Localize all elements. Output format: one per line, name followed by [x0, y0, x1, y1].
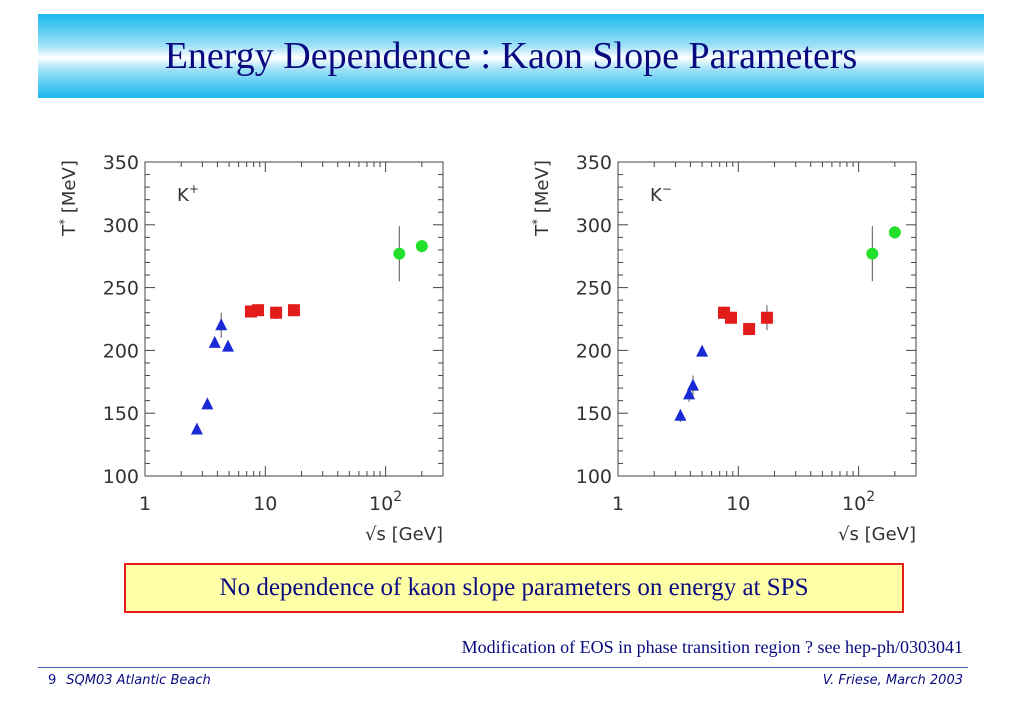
plot-frame — [617, 161, 917, 477]
conference-name: SQM03 Atlantic Beach — [66, 673, 211, 688]
chart-panel-2: 100 150 200 250 300 350 1 10 102 √s [GeV] T* [MeV]… — [530, 152, 917, 545]
x-tick-label: 102 — [369, 489, 402, 515]
data-point-circle — [393, 247, 406, 260]
y-axis-sup: * — [57, 219, 71, 225]
y-tick-label: 250 — [576, 278, 612, 300]
data-point-square — [760, 311, 773, 324]
chart-panel-1: 100 150 200 250 300 350 1 10 102 √s [GeV] T* [MeV]… — [57, 152, 444, 545]
panel-label-sup: + — [189, 182, 199, 196]
panel-label-main: K — [177, 185, 190, 206]
y-tick-label: 350 — [103, 152, 139, 174]
data-point-triangle — [686, 378, 699, 391]
data-point-circle — [866, 247, 879, 260]
x-tick-label: 10 — [253, 493, 277, 515]
y-tick-label: 150 — [576, 403, 612, 425]
data-point-triangle — [696, 344, 709, 357]
y-tick-label: 300 — [576, 215, 612, 237]
y-tick-label: 100 — [103, 466, 139, 488]
slide-title: Energy Dependence : Kaon Slope Parameter… — [164, 35, 858, 77]
data-point-triangle — [208, 335, 221, 348]
data-point-square — [725, 311, 738, 324]
data-point-triangle — [222, 339, 235, 352]
y-axis-unit: [MeV] — [532, 160, 553, 219]
footer-divider — [38, 667, 968, 668]
x-tick-label: 1 — [612, 493, 624, 515]
y-tick-label: 350 — [576, 152, 612, 174]
data-point-square — [252, 304, 265, 317]
y-tick-label: 150 — [103, 403, 139, 425]
conclusion-text: No dependence of kaon slope parameters o… — [219, 574, 809, 601]
y-tick-label: 200 — [103, 340, 139, 362]
panel-label: K+ — [177, 182, 199, 206]
data-point-triangle — [190, 422, 203, 435]
data-point-circle — [415, 240, 428, 253]
y-tick-label: 300 — [103, 215, 139, 237]
y-axis-title: T* [MeV] — [530, 160, 553, 237]
x-tick-label-sup: 2 — [866, 489, 875, 505]
x-tick-label: 10 — [726, 493, 750, 515]
data-point-triangle — [215, 318, 228, 331]
data-point-square — [270, 306, 283, 319]
y-axis-symbol: T — [532, 224, 553, 237]
y-tick-label: 200 — [576, 340, 612, 362]
data-point-square — [743, 323, 756, 336]
plot-frame — [144, 161, 444, 477]
x-tick-label: 102 — [842, 489, 875, 515]
y-axis-symbol: T — [59, 224, 80, 237]
footer-left: 9 SQM03 Atlantic Beach — [48, 673, 211, 688]
x-axis-title: √s [GeV] — [365, 524, 443, 545]
y-tick-label: 250 — [103, 278, 139, 300]
x-axis-title: √s [GeV] — [838, 524, 916, 545]
title-bar: Energy Dependence : Kaon Slope Parameter… — [38, 14, 984, 98]
conclusion-box: No dependence of kaon slope parameters o… — [124, 563, 904, 613]
data-point-triangle — [201, 397, 214, 410]
y-tick-label: 100 — [576, 466, 612, 488]
author-date: V. Friese, March 2003 — [822, 673, 963, 688]
x-tick-label: 1 — [139, 493, 151, 515]
x-tick-label-sup: 2 — [393, 489, 402, 505]
slide-number: 9 — [48, 673, 57, 688]
panel-label-main: K — [650, 185, 663, 206]
y-axis-title: T* [MeV] — [57, 160, 80, 237]
y-axis-unit: [MeV] — [59, 160, 80, 219]
data-point-triangle — [683, 387, 696, 400]
y-axis-sup: * — [530, 219, 544, 225]
panel-label: K− — [650, 182, 672, 206]
data-point-circle — [888, 226, 901, 239]
panel-label-sup: − — [662, 182, 672, 196]
data-point-square — [287, 304, 300, 317]
data-point-triangle — [674, 408, 687, 421]
reference-remark: Modification of EOS in phase transition … — [461, 637, 963, 657]
